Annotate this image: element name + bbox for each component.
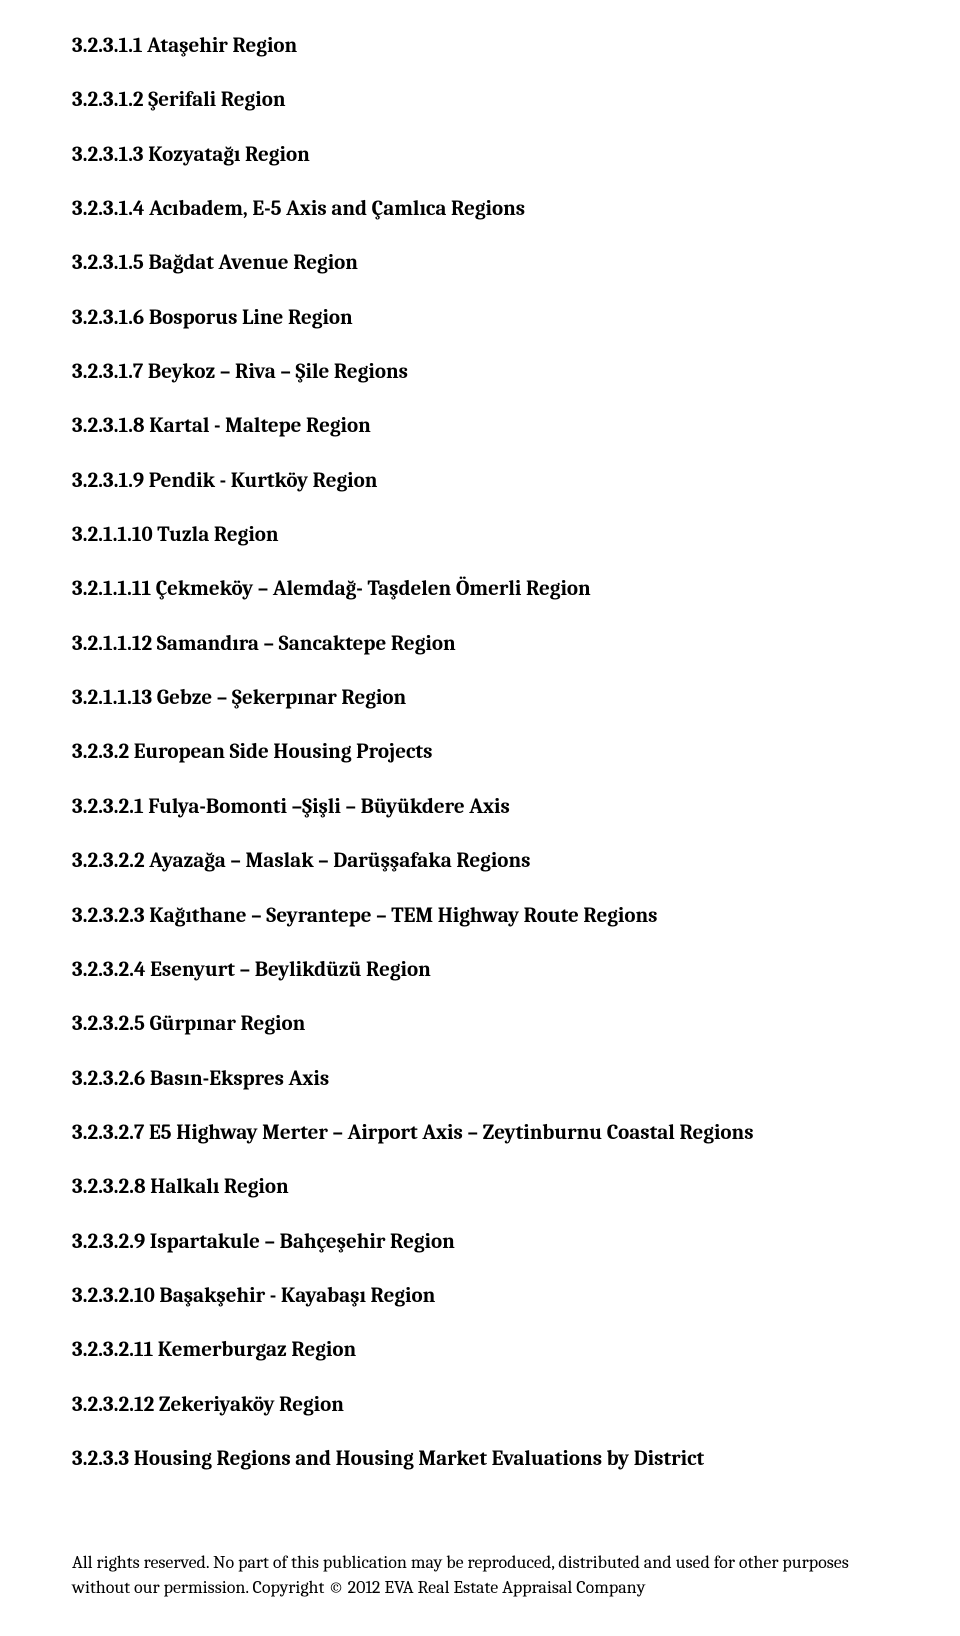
toc-item: 3.2.3.1.1 Ataşehir Region [72, 32, 888, 60]
toc-item: 3.2.1.1.12 Samandıra – Sancaktepe Region [72, 630, 888, 658]
document-page: 3.2.3.1.1 Ataşehir Region 3.2.3.1.2 Şeri… [0, 0, 960, 1636]
toc-item: 3.2.3.1.9 Pendik - Kurtköy Region [72, 467, 888, 495]
toc-item: 3.2.3.2.3 Kağıthane – Seyrantepe – TEM H… [72, 902, 888, 930]
toc-item: 3.2.3.1.5 Bağdat Avenue Region [72, 249, 888, 277]
toc-item: 3.2.1.1.11 Çekmeköy – Alemdağ- Taşdelen … [72, 575, 888, 603]
toc-item: 3.2.3.2.2 Ayazağa – Maslak – Darüşşafaka… [72, 847, 888, 875]
toc-item: 3.2.3.2.12 Zekeriyaköy Region [72, 1391, 888, 1419]
toc-item: 3.2.3.2.6 Basın-Ekspres Axis [72, 1065, 888, 1093]
toc-item: 3.2.3.1.3 Kozyatağı Region [72, 141, 888, 169]
copyright-footer: All rights reserved. No part of this pub… [72, 1551, 888, 1600]
toc-item: 3.2.3.2.8 Halkalı Region [72, 1173, 888, 1201]
toc-item: 3.2.3.2.11 Kemerburgaz Region [72, 1336, 888, 1364]
toc-item: 3.2.3.2.10 Başakşehir - Kayabaşı Region [72, 1282, 888, 1310]
toc-item: 3.2.3.2.5 Gürpınar Region [72, 1010, 888, 1038]
toc-item: 3.2.3.1.7 Beykoz – Riva – Şile Regions [72, 358, 888, 386]
toc-item: 3.2.3.1.6 Bosporus Line Region [72, 304, 888, 332]
toc-item: 3.2.1.1.10 Tuzla Region [72, 521, 888, 549]
toc-item: 3.2.3.1.2 Şerifali Region [72, 86, 888, 114]
toc-item: 3.2.3.3 Housing Regions and Housing Mark… [72, 1445, 888, 1473]
toc-item: 3.2.3.2.9 Ispartakule – Bahçeşehir Regio… [72, 1228, 888, 1256]
toc-item: 3.2.3.2.4 Esenyurt – Beylikdüzü Region [72, 956, 888, 984]
toc-item: 3.2.1.1.13 Gebze – Şekerpınar Region [72, 684, 888, 712]
toc-item: 3.2.3.2 European Side Housing Projects [72, 738, 888, 766]
toc-item: 3.2.3.2.1 Fulya-Bomonti –Şişli – Büyükde… [72, 793, 888, 821]
toc-item: 3.2.3.2.7 E5 Highway Merter – Airport Ax… [72, 1119, 888, 1147]
toc-list: 3.2.3.1.1 Ataşehir Region 3.2.3.1.2 Şeri… [72, 32, 888, 1473]
toc-item: 3.2.3.1.4 Acıbadem, E-5 Axis and Çamlıca… [72, 195, 888, 223]
toc-item: 3.2.3.1.8 Kartal - Maltepe Region [72, 412, 888, 440]
